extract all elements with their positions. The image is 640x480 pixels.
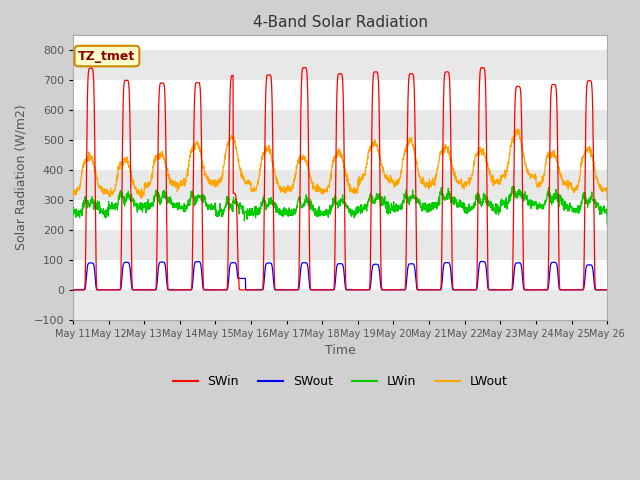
- Bar: [73, 200, 607, 230]
- Bar: [73, 50, 607, 80]
- X-axis label: Time: Time: [324, 344, 355, 357]
- Bar: [73, 230, 607, 260]
- Bar: [73, 80, 607, 110]
- Bar: [73, 290, 607, 320]
- Title: 4-Band Solar Radiation: 4-Band Solar Radiation: [253, 15, 428, 30]
- Bar: [73, 260, 607, 290]
- Legend: SWin, SWout, LWin, LWout: SWin, SWout, LWin, LWout: [168, 370, 513, 393]
- Text: TZ_tmet: TZ_tmet: [78, 49, 136, 62]
- Y-axis label: Solar Radiation (W/m2): Solar Radiation (W/m2): [15, 105, 28, 251]
- Bar: [73, 140, 607, 170]
- Bar: [73, 110, 607, 140]
- Bar: [73, 170, 607, 200]
